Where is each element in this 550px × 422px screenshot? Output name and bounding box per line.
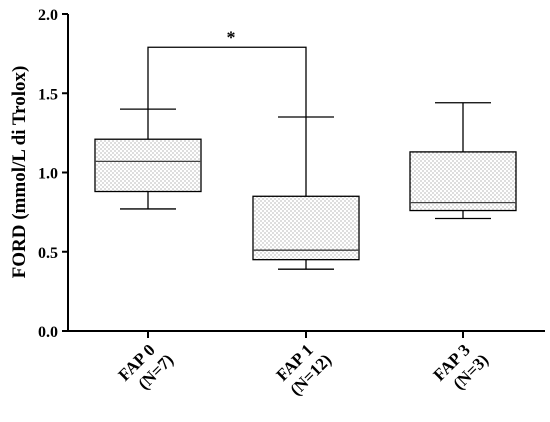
box-1 [94, 108, 202, 210]
y-tick-label: 1.5 [38, 86, 58, 103]
x-tick-label: FAP 0(N=7) [115, 340, 178, 393]
significance-annotation: * [147, 27, 307, 118]
box-3 [409, 102, 517, 220]
y-tick-label: 0.0 [38, 324, 58, 341]
iqr-box [409, 151, 517, 212]
x-tick-label: FAP 1(N=12) [273, 340, 336, 399]
y-tick-label: 0.5 [38, 245, 58, 262]
x-tick-label: FAP 3(N=3) [430, 340, 493, 393]
significance-star: * [227, 27, 236, 47]
y-tick-label: 2.0 [38, 7, 58, 24]
y-axis-label: FORD (mmol/L di Trolox) [9, 66, 30, 279]
iqr-box [94, 138, 202, 193]
significance-bracket [147, 46, 307, 118]
iqr-box [252, 195, 360, 261]
box-series [94, 102, 517, 270]
y-tick-label: 1.0 [38, 166, 58, 183]
box-2 [252, 116, 360, 270]
